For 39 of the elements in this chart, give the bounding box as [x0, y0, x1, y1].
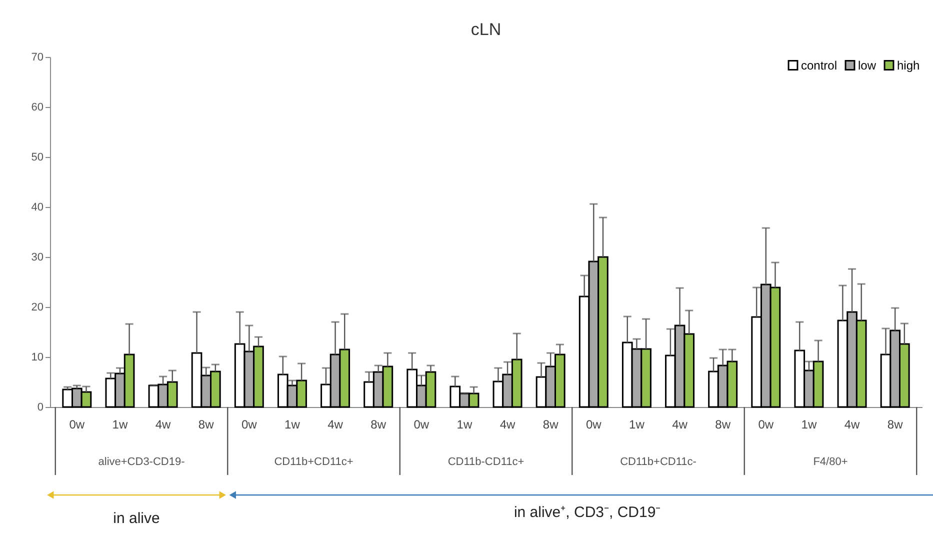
text: alive+CD3-CD19- — [98, 456, 186, 468]
x-tick-label: 1w — [801, 418, 817, 432]
x-tick-label: 8w — [542, 418, 559, 432]
y-tick-label: 70 — [31, 52, 44, 64]
x-tick-label: 8w — [198, 418, 214, 432]
y-tick-label: 0 — [37, 402, 44, 414]
x-tick-label: 8w — [887, 418, 904, 432]
y-tick-label: 60 — [31, 102, 44, 114]
x-tick-label: 0w — [586, 418, 602, 432]
x-tick-label: 0w — [241, 418, 258, 432]
legend-label: low — [858, 58, 876, 72]
x-tick-label: 0w — [414, 418, 430, 432]
x-tick-label: 4w — [672, 418, 688, 432]
y-tick-label: 30 — [31, 252, 44, 264]
legend-label: high — [897, 58, 920, 72]
x-tick-label: 0w — [758, 418, 774, 432]
x-tick-label: 1w — [456, 418, 472, 432]
x-tick-label: 4w — [155, 418, 172, 432]
y-tick-label: 10 — [31, 352, 44, 364]
x-tick-label: 8w — [370, 418, 386, 432]
legend-label: control — [801, 58, 838, 72]
text: in alive⁺, CD3⁻, CD19⁻ — [514, 504, 661, 521]
x-tick-label: 1w — [112, 418, 128, 432]
text: in alive — [113, 510, 160, 527]
y-tick-label: 40 — [31, 202, 44, 214]
chart-title: cLN — [470, 20, 502, 39]
x-tick-label: 4w — [500, 418, 516, 432]
x-tick-label: 1w — [629, 418, 645, 432]
text: CD11b+CD11c+ — [274, 456, 354, 468]
x-tick-label: 0w — [69, 418, 85, 432]
y-tick-label: 50 — [31, 152, 44, 164]
y-tick-label: 20 — [31, 302, 44, 314]
text: F4/80+ — [813, 456, 848, 468]
text: CD11b-CD11c+ — [448, 456, 524, 468]
x-tick-label: 4w — [328, 418, 344, 432]
x-tick-label: 8w — [715, 418, 731, 432]
text: CD11b+CD11c- — [620, 456, 697, 468]
x-tick-label: 1w — [284, 418, 300, 432]
x-tick-label: 4w — [844, 418, 860, 432]
